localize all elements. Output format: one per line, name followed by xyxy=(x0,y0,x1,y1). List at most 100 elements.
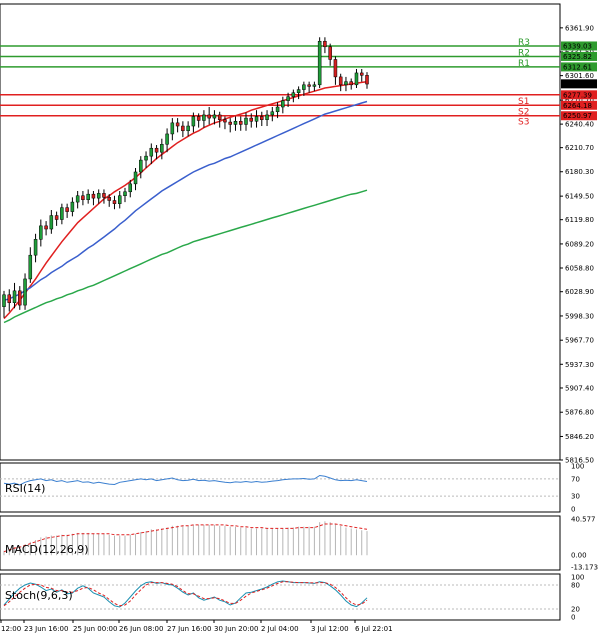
candle-body xyxy=(338,76,343,86)
level-name-s2: S2 xyxy=(518,107,529,117)
candle-body xyxy=(307,84,311,87)
price-tick-label: 5846.20 xyxy=(565,433,594,441)
level-lines xyxy=(0,45,560,117)
candle-body xyxy=(23,278,27,306)
price-tick-label: 5876.80 xyxy=(565,409,594,417)
price-tick-label: 6270.70 xyxy=(565,97,594,105)
candle-body xyxy=(291,92,296,97)
price-tick-label: 5967.70 xyxy=(565,337,594,345)
candle-body xyxy=(28,254,33,280)
moving-average-line xyxy=(3,189,368,324)
macd-label: MACD(12,26,9) xyxy=(5,543,89,556)
candle-body xyxy=(281,100,285,108)
indicator-tick-label: 80 xyxy=(571,582,580,590)
candle-body xyxy=(323,40,327,48)
price-tick-label: 6240.40 xyxy=(565,121,594,129)
candle-body xyxy=(123,191,127,196)
candle-body xyxy=(212,114,217,119)
candle-body xyxy=(328,46,332,60)
price-tick-label: 5816.50 xyxy=(565,457,594,465)
indicator-tick-label: 100 xyxy=(571,574,584,582)
candle-body xyxy=(117,195,122,204)
price-tick-label: 6180.30 xyxy=(565,168,594,176)
candle-body xyxy=(170,122,175,135)
price-tick-label: 6149.50 xyxy=(565,193,594,201)
level-price-box xyxy=(561,51,597,61)
current-price-label: 6291.24 xyxy=(563,80,592,88)
candle-body xyxy=(149,147,154,157)
panel-frame xyxy=(0,3,561,461)
level-price-label: 6264.18 xyxy=(563,102,592,110)
candle-body xyxy=(165,133,169,145)
macd-signal-line xyxy=(3,523,368,553)
indicator-tick-label: -13.173 xyxy=(571,564,598,572)
price-tick-label: 6361.90 xyxy=(565,24,594,32)
price-tick-label: 5998.30 xyxy=(565,312,594,320)
candle-body xyxy=(354,72,359,86)
panel-frame xyxy=(0,515,561,571)
candle-body xyxy=(102,193,106,198)
candle-body xyxy=(86,193,90,200)
candle-body xyxy=(265,114,269,120)
panel-frame xyxy=(0,462,561,513)
candle-body xyxy=(202,114,206,121)
rsi-line xyxy=(3,474,368,486)
candle-body xyxy=(296,89,301,93)
candle-body xyxy=(154,147,159,153)
panel-frame xyxy=(0,573,561,621)
level-price-box xyxy=(561,90,597,100)
level-price-box xyxy=(561,41,597,51)
price-tick-label: 5907.40 xyxy=(565,384,594,392)
current-price-box xyxy=(561,79,597,89)
panel-frames xyxy=(0,3,561,621)
indicator-tick-label: 0 xyxy=(571,506,575,514)
macd-panel: 40.577 0.00 -13.173 xyxy=(3,516,598,572)
time-tick-label: 26 Jun 08:00 xyxy=(119,625,163,633)
time-tick-label: 12:00 xyxy=(1,625,21,633)
candle-body xyxy=(260,116,264,120)
candle-body xyxy=(12,290,17,303)
level-name-r3: R3 xyxy=(518,38,530,48)
candle-body xyxy=(181,125,185,132)
level-price-label: 6277.39 xyxy=(563,91,592,99)
candle-body xyxy=(39,225,43,240)
candle-body xyxy=(286,96,290,101)
candle-body xyxy=(244,117,248,125)
price-tick-label: 5937.30 xyxy=(565,361,594,369)
candle-body xyxy=(275,106,280,113)
level-price-label: 6312.61 xyxy=(563,63,592,71)
level-labels: R3 6339.03 R2 6325.82 R1 6312.61 S1 6277.39 S2 62… xyxy=(518,38,597,128)
time-tick-label: 30 Jun 20:00 xyxy=(214,625,258,633)
candle-body xyxy=(249,117,254,122)
indicator-tick-label: 30 xyxy=(571,493,580,501)
candle-body xyxy=(91,193,96,199)
rsi-panel: 100 70 30 0 xyxy=(0,463,584,514)
candle-body xyxy=(186,125,190,132)
candle-body xyxy=(349,81,353,86)
candle-body xyxy=(207,114,211,119)
level-name-r1: R1 xyxy=(518,59,530,69)
level-price-box xyxy=(561,111,597,121)
time-tick-label: 23 Jun 16:00 xyxy=(24,625,68,633)
level-name-r2: R2 xyxy=(518,48,530,58)
price-tick-label: 6119.80 xyxy=(565,216,594,224)
indicator-tick-label: 20 xyxy=(571,606,580,614)
candle-body xyxy=(238,121,243,125)
indicator-tick-label: 0.00 xyxy=(571,552,587,560)
price-tick-label: 6210.70 xyxy=(565,144,594,152)
candle-body xyxy=(54,215,59,220)
indicator-tick-label: 0 xyxy=(571,614,575,622)
time-tick-label: 2 Jul 04:00 xyxy=(261,625,299,633)
candle-body xyxy=(2,294,6,307)
candle-body xyxy=(75,195,80,203)
candle-body xyxy=(7,294,12,303)
candle-body xyxy=(302,84,306,90)
candle-body xyxy=(160,143,164,153)
candle-body xyxy=(128,183,133,193)
time-tick-label: 6 Jul 22:01 xyxy=(355,625,393,633)
stoch-label: Stoch(9,6,3) xyxy=(5,589,73,602)
level-name-s1: S1 xyxy=(518,97,529,107)
candle-body xyxy=(228,121,232,125)
